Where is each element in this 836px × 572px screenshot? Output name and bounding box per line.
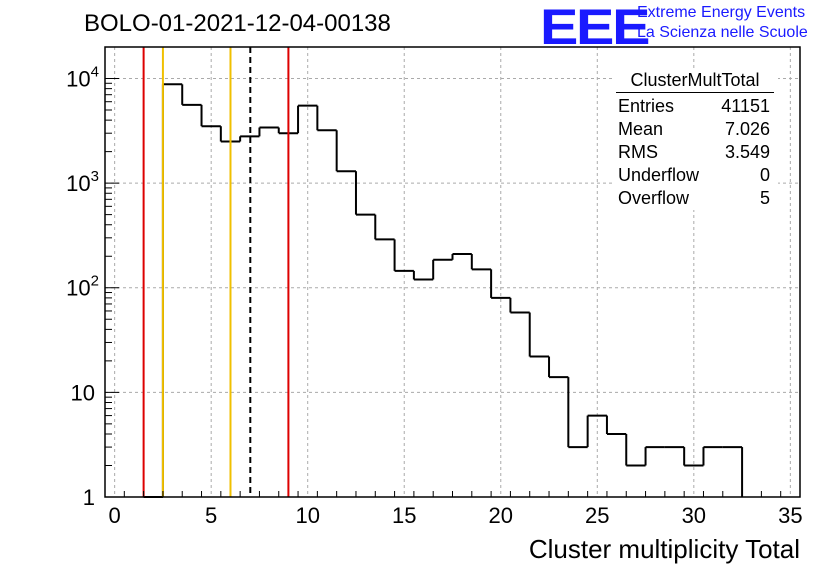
stats-row-entries: Entries 41151 [612,95,778,118]
x-tick-label: 0 [109,503,121,528]
stats-box-title: ClusterMultTotal [616,70,774,93]
stats-value: 3.549 [724,142,770,162]
stats-value: 7.026 [724,119,770,139]
run-title: BOLO-01-2021-12-04-00138 [84,10,391,37]
stats-row-overflow: Overflow 5 [612,187,778,210]
eee-logo-line2: La Scienza nelle Scuole [637,24,808,41]
x-tick-label: 15 [392,503,416,528]
stats-value: 41151 [721,96,770,116]
y-tick-label: 10 [71,380,95,405]
y-tick-label: 102 [66,273,99,301]
stats-row-mean: Mean 7.026 [612,118,778,141]
x-tick-label: 25 [585,503,609,528]
x-tick-label: 20 [489,503,513,528]
x-tick-label: 30 [682,503,706,528]
stats-box: ClusterMultTotal Entries 41151 Mean 7.02… [612,70,778,210]
y-tick-label: 1 [83,485,95,510]
eee-logo-line1: Extreme Energy Events [637,4,806,21]
eee-logo: EEE Extreme Energy Events La Scienza nel… [540,0,836,55]
x-tick-label: 5 [205,503,217,528]
y-tick-label: 103 [66,168,99,196]
stats-value: 0 [759,165,770,185]
stats-row-underflow: Underflow 0 [612,164,778,187]
stats-label: RMS [618,142,658,162]
stats-label: Overflow [618,188,690,208]
y-tick-label: 104 [66,63,99,91]
stats-value: 5 [759,188,770,208]
eee-logo-mark: EEE [540,0,650,55]
x-tick-label: 35 [778,503,802,528]
x-axis-title: Cluster multiplicity Total [529,534,800,564]
stats-label: Underflow [618,165,700,185]
x-tick-label: 10 [295,503,319,528]
stats-label: Entries [618,96,675,116]
stats-label: Mean [618,119,664,139]
stats-row-rms: RMS 3.549 [612,141,778,164]
